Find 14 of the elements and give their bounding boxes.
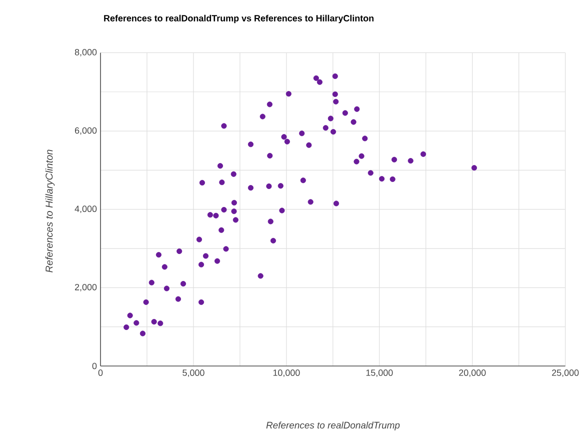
chart-title: References to realDonaldTrump vs References to HillaryClinton (104, 14, 374, 24)
y-tick-label: 0 (92, 362, 97, 370)
x-tick-label: 5,000 (182, 370, 204, 378)
y-tick-label: 6,000 (75, 127, 97, 135)
x-tick-label: 20,000 (459, 370, 486, 378)
y-tick-label: 4,000 (74, 206, 97, 214)
y-tick-label: 2,000 (75, 284, 97, 292)
y-tick-label: 8,000 (74, 49, 97, 57)
x-tick-label: 10,000 (273, 370, 300, 378)
x-tick-label: 15,000 (366, 370, 393, 378)
x-axis-title: References to realDonaldTrump (266, 422, 400, 431)
y-axis-title: References to HillaryClinton (45, 150, 55, 273)
x-tick-label: 25,000 (552, 370, 579, 378)
x-tick-label: 0 (98, 370, 103, 376)
